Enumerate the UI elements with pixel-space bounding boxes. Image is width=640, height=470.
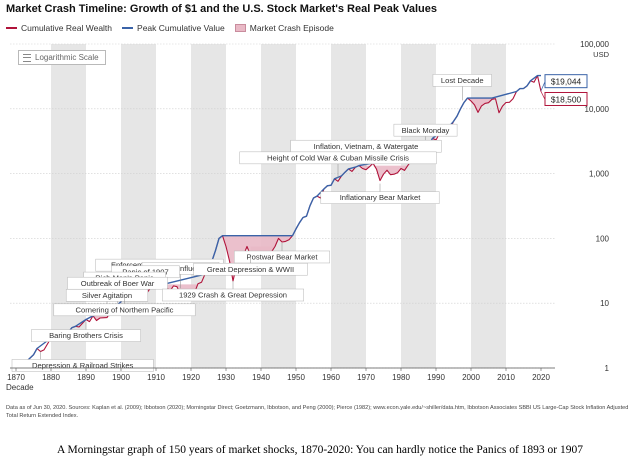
annotation: Baring Brothers Crisis	[31, 321, 141, 342]
annotation-label: Great Depression & WWII	[207, 265, 294, 274]
annotation: Cornering of Northern Pacific	[53, 295, 196, 317]
decade-band	[51, 44, 86, 368]
legend-label-crash: Market Crash Episode	[249, 23, 334, 33]
annotation-label: Black Monday	[402, 126, 450, 135]
annotation-box	[234, 250, 330, 264]
crash-episode-area	[467, 98, 492, 113]
annotation-label: Postwar Bear Market	[247, 253, 319, 262]
end-label-value: $19,044	[551, 77, 582, 87]
decade-band	[331, 44, 366, 368]
legend-item-crash: Market Crash Episode	[234, 23, 334, 33]
annotation-box	[11, 359, 154, 372]
x-tick-label: 1980	[392, 373, 410, 382]
annotation-label: Inflation, Vietnam, & Watergate	[314, 142, 419, 151]
x-tick-label: 2000	[462, 373, 480, 382]
legend-item-cumulative: Cumulative Real Wealth	[6, 23, 112, 33]
x-tick-label: 1920	[182, 373, 200, 382]
end-label-box	[544, 91, 588, 106]
x-tick-label: 1900	[112, 373, 130, 382]
end-label-leader	[540, 91, 546, 100]
y-tick-label: 10	[600, 299, 609, 308]
y-tick-label: 100	[596, 234, 610, 243]
annotation: Great Depression & WWII	[193, 255, 308, 276]
log-scale-toggle[interactable]: Logarithmic Scale	[18, 50, 106, 65]
annotation-label: WWI & Influenza	[152, 264, 209, 273]
x-tick-label: 2010	[497, 373, 515, 382]
annotation-label: Baring Brothers Crisis	[49, 331, 123, 340]
annotations: Lost Decade Black Monday Inflation, Vietna…	[11, 74, 492, 372]
chart-title: Market Crash Timeline: Growth of $1 and …	[6, 3, 437, 15]
crash-episode-area	[222, 235, 293, 281]
annotation: Black Monday	[393, 123, 458, 151]
annotation-box	[31, 329, 141, 342]
footnote: Data as of Jun 30, 2020. Sources: Kaplan…	[6, 405, 629, 419]
legend-label-cumulative: Cumulative Real Wealth	[21, 23, 113, 33]
annotation-label: Silver Agitation	[82, 291, 132, 300]
annotation: Depression & Railroad Strikes	[11, 351, 154, 372]
decade-band	[191, 44, 226, 368]
annotation-box	[193, 262, 308, 276]
legend-label-peak: Peak Cumulative Value	[137, 23, 225, 33]
annotation: 1929 Crash & Great Depression	[162, 281, 304, 302]
annotation-box	[320, 191, 440, 204]
annotation-box	[65, 289, 149, 302]
x-tick-label: 1990	[427, 373, 445, 382]
annotation-box	[393, 123, 458, 137]
annotation-box	[162, 288, 304, 302]
end-label-leader	[540, 81, 546, 91]
annotation-label: Cornering of Northern Pacific	[76, 305, 174, 314]
x-tick-label: 1870	[7, 373, 25, 382]
annotation-label: Outbreak of Boer War	[81, 279, 155, 288]
annotation-box	[239, 151, 437, 165]
chart-canvas: Lost Decade Black Monday Inflation, Vietna…	[6, 40, 610, 392]
x-tick-label: 1960	[322, 373, 340, 382]
x-tick-label: 1940	[252, 373, 270, 382]
caption: A Morningstar graph of 150 years of mark…	[56, 444, 584, 456]
legend-swatch-crash	[234, 24, 246, 32]
end-label-box	[544, 74, 588, 89]
x-tick-label: 1930	[217, 373, 235, 382]
end-labels: $19,044 $18,500	[540, 74, 588, 106]
decade-band	[121, 44, 156, 368]
annotation: Inflationary Bear Market	[320, 183, 440, 204]
y-axis-unit: USD	[593, 50, 609, 59]
legend-swatch-cumulative	[6, 27, 17, 29]
menu-icon	[23, 53, 31, 62]
axes: 1870 1880 1890 1900 1910 1920 1930 1940 1950 1960…	[6, 40, 610, 392]
legend-item-peak: Peak Cumulative Value	[122, 23, 225, 33]
x-tick-label: 1890	[77, 373, 95, 382]
y-tick-label: 1,000	[589, 170, 610, 179]
y-tick-label: 10,000	[585, 105, 610, 114]
x-tick-label: 1970	[357, 373, 375, 382]
annotation-box	[432, 74, 492, 87]
crash-episode-area	[359, 165, 412, 181]
annotation-label: Depression & Railroad Strikes	[32, 361, 133, 370]
log-scale-label: Logarithmic Scale	[35, 53, 99, 62]
y-tick-label: 1	[605, 364, 610, 373]
decade-band	[261, 44, 296, 368]
legend: Cumulative Real Wealth Peak Cumulative V…	[6, 21, 344, 35]
annotation: Height of Cold War & Cuban Missile Crisi…	[239, 151, 437, 178]
decade-band	[401, 44, 436, 368]
annotation-label: Inflationary Bear Market	[340, 193, 422, 202]
x-tick-label: 1880	[42, 373, 60, 382]
x-tick-label: 1910	[147, 373, 165, 382]
annotation-label: 1929 Crash & Great Depression	[179, 291, 287, 300]
annotation-label: Lost Decade	[441, 76, 484, 85]
decade-bands	[51, 44, 506, 368]
end-label-value: $18,500	[551, 94, 582, 104]
x-tick-label: 2020	[532, 373, 550, 382]
annotation-box	[53, 303, 196, 317]
legend-swatch-peak	[122, 27, 134, 29]
x-tick-label: 1950	[287, 373, 305, 382]
annotation-label: Height of Cold War & Cuban Missile Crisi…	[267, 153, 409, 162]
annotation: Postwar Bear Market	[234, 242, 330, 264]
y-tick-label: 100,000	[580, 40, 609, 49]
annotation: Lost Decade	[432, 74, 492, 101]
x-axis-label: Decade	[6, 383, 34, 392]
decade-band	[471, 44, 506, 368]
